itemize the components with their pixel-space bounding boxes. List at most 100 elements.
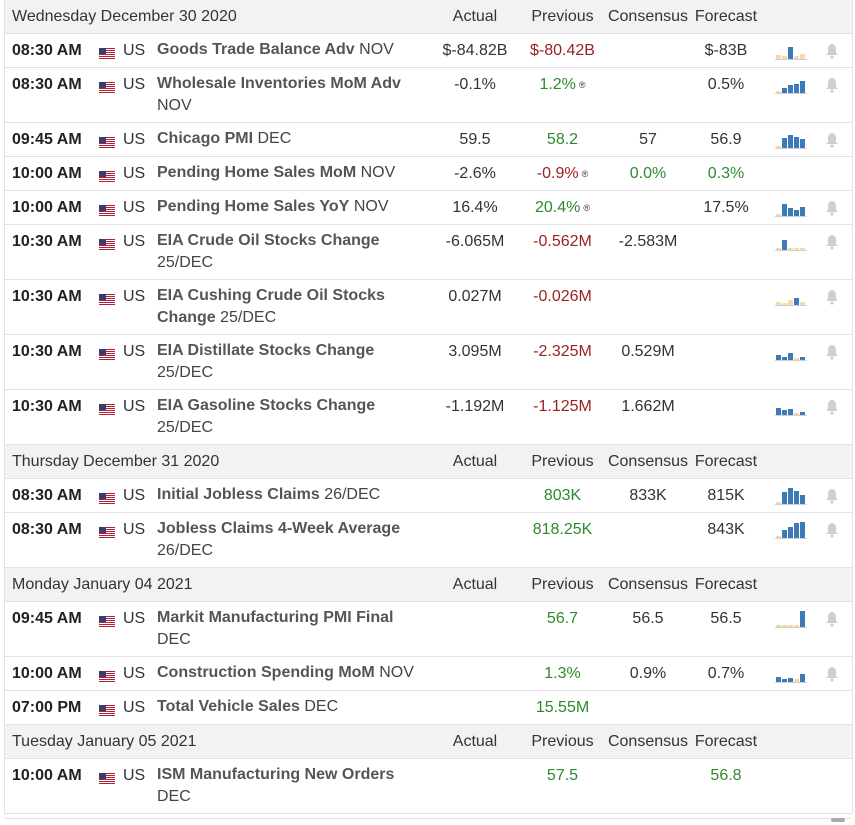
event-forecast: 0.5% [707, 76, 745, 93]
table-row[interactable]: 07:00 PM US Total Vehicle Sales DEC 15.55M [5, 691, 852, 725]
event-time: 10:00 AM [12, 165, 82, 182]
col-forecast: Forecast [694, 733, 758, 750]
event-actual: 16.4% [452, 199, 498, 216]
history-sparkline-icon[interactable] [775, 521, 807, 539]
event-country: US [123, 42, 146, 59]
event-name[interactable]: EIA Cushing Crude Oil Stocks Change [157, 287, 385, 326]
event-name[interactable]: Markit Manufacturing PMI Final [157, 609, 394, 626]
previous-value: -0.562M [533, 233, 592, 250]
event-name[interactable]: Wholesale Inventories MoM Adv [157, 75, 401, 92]
col-consensus: Consensus [607, 576, 689, 593]
event-actual: 3.095M [448, 343, 502, 360]
event-name-link[interactable]: Total Vehicle Sales DEC [157, 696, 427, 718]
alert-bell-icon[interactable] [825, 522, 839, 538]
alert-bell-icon[interactable] [825, 666, 839, 682]
table-row[interactable]: 08:30 AM US Jobless Claims 4-Week Average … [5, 513, 852, 568]
event-consensus: 0.529M [621, 343, 675, 360]
event-name[interactable]: Jobless Claims 4-Week Average [157, 520, 401, 537]
revised-icon: ® [583, 202, 590, 213]
history-sparkline-icon[interactable] [775, 288, 807, 306]
event-country: US [123, 699, 146, 716]
table-row[interactable]: 10:00 AM US ISM Manufacturing New Orders D… [5, 759, 852, 814]
event-consensus: 0.0% [629, 165, 667, 182]
event-name-link[interactable]: EIA Gasoline Stocks Change 25/DEC [157, 395, 427, 439]
table-row[interactable]: 09:45 AM US Chicago PMI DEC 59.5 58.2 57 56.9 [5, 123, 852, 157]
day-header: Wednesday December 30 2020 Actual Previous… [5, 0, 852, 34]
table-row[interactable]: 08:30 AM US Initial Jobless Claims 26/DEC 8… [5, 479, 852, 513]
history-sparkline-icon[interactable] [775, 76, 807, 94]
event-consensus: 1.662M [621, 398, 675, 415]
alert-bell-icon[interactable] [825, 77, 839, 93]
event-consensus: -2.583M [618, 233, 678, 250]
alert-bell-icon[interactable] [825, 132, 839, 148]
event-name[interactable]: Goods Trade Balance Adv [157, 41, 355, 58]
table-row[interactable]: 10:00 AM US Pending Home Sales YoY NOV 16.4… [5, 191, 852, 225]
event-actual: -1.192M [445, 398, 505, 415]
event-name[interactable]: Pending Home Sales YoY [157, 198, 350, 215]
event-time: 08:30 AM [12, 42, 82, 59]
event-name[interactable]: EIA Distillate Stocks Change [157, 342, 375, 359]
alert-bell-icon[interactable] [825, 611, 839, 627]
event-name[interactable]: Total Vehicle Sales [157, 698, 300, 715]
history-sparkline-icon[interactable] [775, 42, 807, 60]
table-row[interactable]: 09:45 AM US Markit Manufacturing PMI Final… [5, 602, 852, 657]
table-row[interactable]: 10:00 AM US Pending Home Sales MoM NOV -2.6… [5, 157, 852, 191]
table-row[interactable]: 10:30 AM US EIA Crude Oil Stocks Change 25… [5, 225, 852, 280]
event-country: US [123, 76, 146, 93]
event-country: US [123, 610, 146, 627]
history-sparkline-icon[interactable] [775, 199, 807, 217]
event-name-link[interactable]: Jobless Claims 4-Week Average 26/DEC [157, 518, 427, 562]
event-time: 07:00 PM [12, 699, 82, 716]
table-row[interactable]: 08:30 AM US Goods Trade Balance Adv NOV $-8… [5, 34, 852, 68]
event-name[interactable]: Chicago PMI [157, 130, 254, 147]
event-time: 10:00 AM [12, 767, 82, 784]
event-name-link[interactable]: Chicago PMI DEC [157, 128, 427, 150]
alert-bell-icon[interactable] [825, 43, 839, 59]
history-sparkline-icon[interactable] [775, 665, 807, 683]
alert-bell-icon[interactable] [825, 399, 839, 415]
alert-bell-icon[interactable] [825, 488, 839, 504]
table-row[interactable]: 10:00 AM US Construction Spending MoM NOV 1… [5, 657, 852, 691]
event-name-link[interactable]: Pending Home Sales MoM NOV [157, 162, 427, 184]
history-sparkline-icon[interactable] [775, 233, 807, 251]
event-name[interactable]: Pending Home Sales MoM [157, 164, 357, 181]
event-name-link[interactable]: Wholesale Inventories MoM Adv NOV [157, 73, 427, 117]
table-row[interactable]: 10:30 AM US EIA Cushing Crude Oil Stocks C… [5, 280, 852, 335]
event-name[interactable]: ISM Manufacturing New Orders [157, 766, 395, 783]
event-time: 10:30 AM [12, 233, 82, 250]
event-country: US [123, 487, 146, 504]
alert-bell-icon[interactable] [825, 344, 839, 360]
event-name[interactable]: Initial Jobless Claims [157, 486, 320, 503]
event-name-link[interactable]: Markit Manufacturing PMI Final DEC [157, 607, 427, 651]
event-name[interactable]: EIA Crude Oil Stocks Change [157, 232, 380, 249]
alert-bell-icon[interactable] [825, 234, 839, 250]
event-name[interactable]: EIA Gasoline Stocks Change [157, 397, 376, 414]
table-row[interactable]: 10:30 AM US EIA Gasoline Stocks Change 25/… [5, 390, 852, 445]
history-sparkline-icon[interactable] [775, 398, 807, 416]
table-row[interactable]: 08:30 AM US Wholesale Inventories MoM Adv … [5, 68, 852, 123]
table-row[interactable]: 10:30 AM US EIA Distillate Stocks Change 2… [5, 335, 852, 390]
alert-bell-icon[interactable] [825, 289, 839, 305]
event-name-link[interactable]: Initial Jobless Claims 26/DEC [157, 484, 427, 506]
history-sparkline-icon[interactable] [775, 610, 807, 628]
event-previous: 57.5 [515, 767, 610, 785]
event-forecast: 0.3% [707, 165, 745, 182]
event-previous: 58.2 [515, 131, 610, 149]
history-sparkline-icon[interactable] [775, 131, 807, 149]
event-name-link[interactable]: EIA Cushing Crude Oil Stocks Change 25/D… [157, 285, 427, 329]
event-name-link[interactable]: ISM Manufacturing New Orders DEC [157, 764, 427, 808]
us-flag-icon [99, 525, 115, 538]
history-sparkline-icon[interactable] [775, 487, 807, 505]
event-name-link[interactable]: EIA Crude Oil Stocks Change 25/DEC [157, 230, 427, 274]
event-name-link[interactable]: EIA Distillate Stocks Change 25/DEC [157, 340, 427, 384]
alert-bell-icon[interactable] [825, 200, 839, 216]
history-sparkline-icon[interactable] [775, 343, 807, 361]
event-name[interactable]: Construction Spending MoM [157, 664, 375, 681]
event-name-link[interactable]: Goods Trade Balance Adv NOV [157, 39, 427, 61]
col-forecast: Forecast [694, 576, 758, 593]
event-name-link[interactable]: Pending Home Sales YoY NOV [157, 196, 427, 218]
event-previous: 1.2% ® [515, 76, 610, 94]
previous-value: 818.25K [532, 521, 593, 538]
scroll-thumb[interactable] [831, 818, 845, 822]
event-name-link[interactable]: Construction Spending MoM NOV [157, 662, 427, 684]
